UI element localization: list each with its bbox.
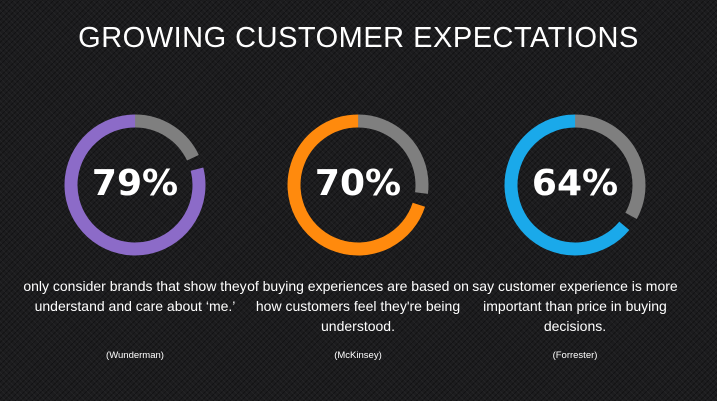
stat-wunderman: 79% only consider brands that show they … (20, 110, 250, 380)
stat-forrester: 64% say customer experience is more impo… (460, 110, 690, 380)
percent-value: 79% (91, 163, 179, 204)
donut-value-arc (64, 114, 206, 256)
stat-mckinsey: 70% of buying experiences are based on h… (243, 110, 473, 380)
stat-source: (Forrester) (552, 350, 598, 361)
donut-ring (64, 114, 206, 256)
donut-value-arc (287, 114, 429, 256)
stat-description: of buying experiences are based on how c… (247, 278, 469, 334)
donut-ring (504, 114, 646, 256)
percent-value: 64% (531, 163, 619, 204)
percent-value: 70% (314, 163, 402, 204)
stat-source: (McKinsey) (334, 350, 382, 361)
stat-description: say customer experience is more importan… (472, 278, 678, 334)
stat-description: only consider brands that show they unde… (23, 278, 247, 314)
page-title: GROWING CUSTOMER EXPECTATIONS (78, 22, 639, 54)
donut-ring (287, 114, 429, 256)
stat-source: (Wunderman) (106, 350, 164, 361)
